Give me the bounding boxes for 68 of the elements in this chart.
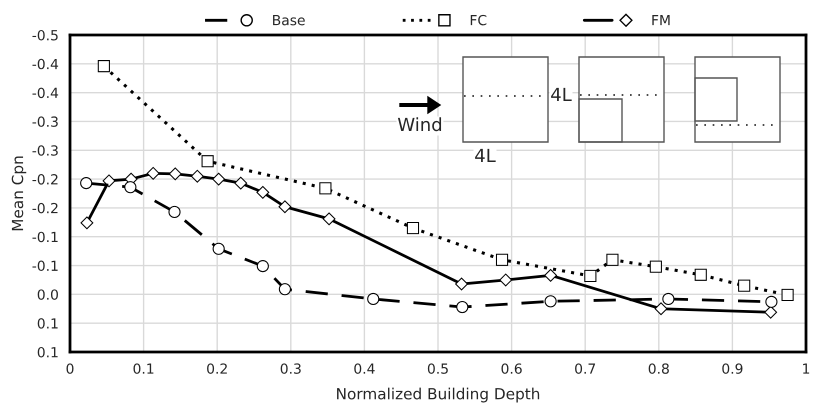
y-tick-label: -0.1 xyxy=(32,260,58,272)
x-tick-label: 0.6 xyxy=(501,363,522,374)
x-tick-label: 0.1 xyxy=(133,363,154,374)
legend-label: Base xyxy=(273,15,305,26)
point xyxy=(124,181,136,194)
point xyxy=(764,306,778,319)
point xyxy=(80,177,92,190)
point xyxy=(168,167,182,180)
x-tick-label: 0 xyxy=(66,363,74,374)
annotation: Wind xyxy=(398,117,442,132)
point xyxy=(782,288,794,302)
point xyxy=(650,260,662,273)
y-tick-label: -0.3 xyxy=(32,116,58,127)
point xyxy=(654,302,668,316)
y-tick-label: -0.4 xyxy=(32,58,58,70)
x-tick-label: 1 xyxy=(803,364,810,374)
point xyxy=(406,222,420,234)
x-tick-label: 0.4 xyxy=(354,363,375,374)
point xyxy=(544,268,558,282)
point xyxy=(80,216,94,230)
annotation: 4L xyxy=(551,88,572,101)
point xyxy=(212,172,226,186)
annotation: 4L xyxy=(475,148,496,162)
y-tick-label: -0.4 xyxy=(32,88,58,98)
point xyxy=(456,300,468,314)
point xyxy=(168,206,181,218)
point xyxy=(319,182,332,194)
point xyxy=(584,270,596,282)
legend-label: FM xyxy=(652,15,670,26)
x-axis-title: Normalized Building Depth xyxy=(337,388,540,402)
point xyxy=(256,260,269,272)
point xyxy=(202,155,214,168)
y-tick-label: -0.3 xyxy=(32,145,58,156)
point xyxy=(256,186,270,199)
point xyxy=(367,292,380,306)
point xyxy=(544,295,557,308)
x-tick-label: 0.5 xyxy=(428,363,448,374)
legend-label: FC xyxy=(470,14,486,26)
point xyxy=(278,200,292,214)
point xyxy=(190,170,204,183)
y-tick-label: 0.0 xyxy=(38,289,58,300)
y-tick-label: 0.1 xyxy=(38,318,58,329)
point xyxy=(694,268,707,281)
point xyxy=(234,176,248,190)
point xyxy=(662,292,674,306)
y-tick-label: 0.1 xyxy=(38,346,58,358)
y-tick-label: -0.2 xyxy=(32,202,58,214)
x-tick-label: 0.3 xyxy=(280,363,301,374)
y-tick-label: -0.1 xyxy=(32,232,58,242)
point xyxy=(765,296,778,308)
point xyxy=(738,280,750,292)
point xyxy=(212,242,225,255)
point xyxy=(455,278,468,290)
point xyxy=(606,254,619,266)
point xyxy=(98,60,110,72)
y-axis-title: Mean Cpn xyxy=(12,156,26,230)
point xyxy=(102,174,116,188)
point xyxy=(278,283,291,296)
point xyxy=(496,254,508,266)
point xyxy=(322,212,336,226)
x-tick-label: 0.8 xyxy=(648,363,669,374)
point xyxy=(499,274,512,286)
x-tick-label: 0.2 xyxy=(207,363,227,374)
x-tick-label: 0.7 xyxy=(575,363,596,374)
y-tick-label: -0.5 xyxy=(32,30,58,40)
point xyxy=(146,166,160,180)
x-tick-label: 0.9 xyxy=(722,363,742,374)
y-tick-label: -0.2 xyxy=(32,174,58,185)
